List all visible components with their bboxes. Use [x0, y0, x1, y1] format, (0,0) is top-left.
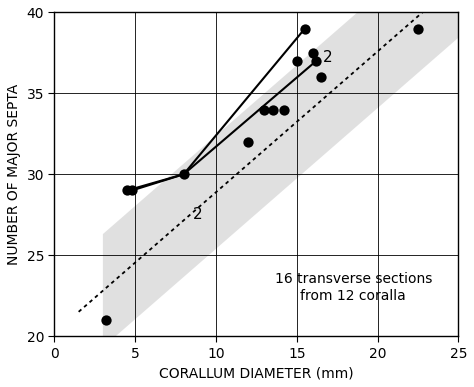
Point — [317, 74, 325, 80]
Polygon shape — [103, 0, 466, 348]
Point — [414, 26, 422, 32]
Point — [280, 106, 288, 113]
Point — [301, 26, 309, 32]
Point — [123, 187, 131, 194]
Text: 2: 2 — [323, 50, 332, 65]
Text: 16 transverse sections
from 12 coralla: 16 transverse sections from 12 coralla — [274, 272, 432, 303]
Point — [261, 106, 268, 113]
Text: 2: 2 — [193, 207, 203, 222]
Point — [312, 58, 320, 64]
Point — [180, 171, 187, 177]
Point — [128, 187, 136, 194]
Point — [309, 50, 317, 56]
Point — [293, 58, 301, 64]
Point — [245, 139, 252, 145]
Point — [269, 106, 276, 113]
X-axis label: CORALLUM DIAMETER (mm): CORALLUM DIAMETER (mm) — [159, 366, 354, 380]
Point — [102, 317, 110, 323]
Y-axis label: NUMBER OF MAJOR SEPTA: NUMBER OF MAJOR SEPTA — [7, 84, 21, 265]
